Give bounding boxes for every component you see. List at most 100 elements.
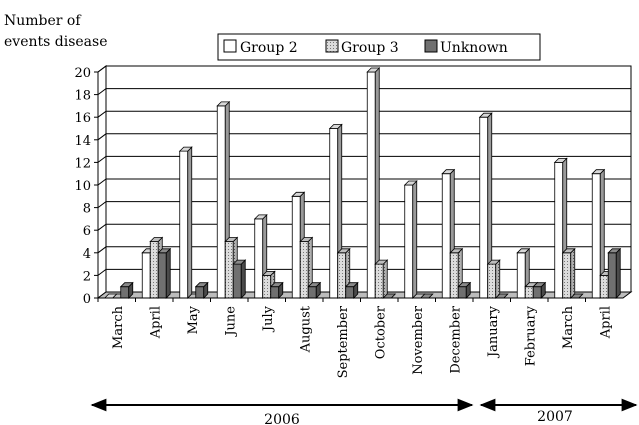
- bar-unknown-3: [232, 263, 242, 299]
- bar-group-3-4-top: [261, 270, 276, 276]
- bar-unknown-5: [307, 286, 317, 299]
- bar-group-2-2-top: [178, 146, 193, 152]
- x-tick-label: June: [223, 306, 238, 338]
- gridline: [97, 88, 631, 95]
- bar-unknown-2: [195, 286, 205, 299]
- bar-group-3-5-top: [299, 237, 314, 242]
- x-tick-label: September: [336, 305, 351, 378]
- bar-unknown-2-top: [194, 282, 209, 288]
- bar-group-3-1: [149, 241, 159, 299]
- x-tick-label: March: [561, 305, 576, 349]
- gridline: [97, 110, 631, 118]
- y-tick-label: 18: [74, 89, 91, 104]
- bar-group-2-3: [216, 105, 226, 299]
- year-ranges: 2006 2007: [90, 398, 638, 425]
- x-tick-label: April: [148, 306, 163, 339]
- y-axis-title-line-2: events disease: [4, 34, 107, 50]
- bar-unknown-9: [457, 286, 467, 299]
- bar-group-2-9: [441, 173, 451, 299]
- x-tick-label: January: [486, 305, 501, 359]
- bar-group-2-12-top: [553, 157, 568, 163]
- y-tick-label: 12: [74, 156, 91, 171]
- x-tick-label: April: [598, 306, 613, 339]
- bar-group-3-6: [337, 252, 347, 299]
- bar-unknown-1: [157, 252, 167, 299]
- y-tick-label: 4: [83, 247, 91, 262]
- x-tick-label: February: [523, 305, 538, 366]
- y-axis-title-line-1: Number of: [4, 13, 82, 29]
- bar-unknown-9-top: [457, 282, 472, 288]
- x-tick-label: May: [186, 305, 201, 334]
- bar-group-2-6-top: [328, 124, 343, 129]
- bar-unknown-13-side: [615, 247, 621, 299]
- y-tick-label: 2: [83, 269, 91, 284]
- bar-group-2-11-top: [516, 248, 531, 254]
- bar-group-2-7: [366, 71, 376, 299]
- bar-group-2-8: [404, 184, 414, 299]
- bar-group-2-5-top: [291, 191, 306, 197]
- bar-unknown-13-top: [607, 248, 622, 254]
- bar-unknown-0: [120, 286, 130, 299]
- legend-swatch-group-3: [325, 39, 339, 53]
- legend-label-group-3: Group 3: [341, 40, 399, 56]
- y-tick-label: 20: [74, 66, 91, 81]
- legend-label-group-2: Group 2: [240, 40, 298, 56]
- bar-unknown-4: [270, 286, 280, 299]
- bar-group-2-9-top: [441, 169, 456, 175]
- x-tick-label: October: [373, 305, 388, 359]
- gridline: [97, 65, 631, 73]
- plot-area: 0 2 4 6 8 10 12 14 16 18 20 March April May June July Au…: [74, 65, 633, 378]
- bar-group-2-2: [179, 150, 189, 299]
- bar-group-3-10: [487, 263, 497, 299]
- bar-group-2-4-top: [253, 214, 268, 220]
- bar-group-3-4: [262, 274, 272, 299]
- y-tick-label: 16: [74, 111, 91, 126]
- bar-unknown-5-top: [307, 282, 322, 288]
- gridline: [97, 246, 631, 254]
- bar-unknown-13: [607, 252, 617, 299]
- bar-unknown-0-top: [119, 282, 134, 288]
- y-tick-label: 8: [83, 202, 91, 217]
- bar-group-3-10-top: [486, 259, 501, 265]
- bar-group-3-12-top: [561, 248, 576, 254]
- bar-group-3-3-top: [224, 237, 239, 242]
- bar-group-3-6-top: [336, 248, 351, 254]
- bar-group-2-8-side: [412, 180, 418, 299]
- bar-group-2-5: [291, 195, 301, 299]
- bar-unknown-3-top: [232, 259, 247, 265]
- bar-group-3-9: [449, 252, 459, 299]
- bar-group-2-4: [254, 218, 264, 299]
- bar-group-2-6: [329, 128, 339, 299]
- bar-group-2-7-top: [366, 67, 381, 73]
- bar-group-3-13: [599, 274, 609, 299]
- bar-group-3-3: [224, 241, 234, 299]
- x-tick-label: March: [111, 305, 126, 349]
- gridline: [97, 223, 631, 231]
- bar-unknown-11-top: [532, 282, 547, 288]
- legend-swatch-group-2: [223, 39, 237, 53]
- bar-group-2-11: [516, 252, 526, 299]
- x-tick-label: November: [411, 305, 426, 375]
- bar-group-2-12: [554, 161, 564, 299]
- bar-unknown-1-top: [157, 248, 172, 254]
- gridline: [97, 133, 631, 141]
- gridline: [97, 201, 631, 209]
- y-tick-label: 0: [83, 292, 91, 307]
- legend: Group 2 Group 3 Unknown: [217, 33, 541, 61]
- bar-group-2-13: [591, 173, 601, 299]
- gridline: [97, 178, 631, 186]
- bar-group-3-7-side: [382, 259, 388, 299]
- bar-unknown-6-top: [344, 282, 359, 288]
- bar-unknown-3-side: [240, 259, 246, 299]
- bar-group-2-2-side: [187, 146, 193, 299]
- year-label-2007: 2007: [537, 409, 573, 425]
- bar-group-3-12: [562, 252, 572, 299]
- bar-group-3-7: [374, 263, 384, 299]
- plot-floor: [96, 291, 633, 299]
- bar-group-3-5: [299, 241, 309, 299]
- bar-group-2-13-top: [591, 169, 606, 175]
- bar-group-3-7-top: [374, 259, 389, 265]
- bar-group-3-11: [524, 286, 534, 299]
- gridline: [97, 155, 631, 163]
